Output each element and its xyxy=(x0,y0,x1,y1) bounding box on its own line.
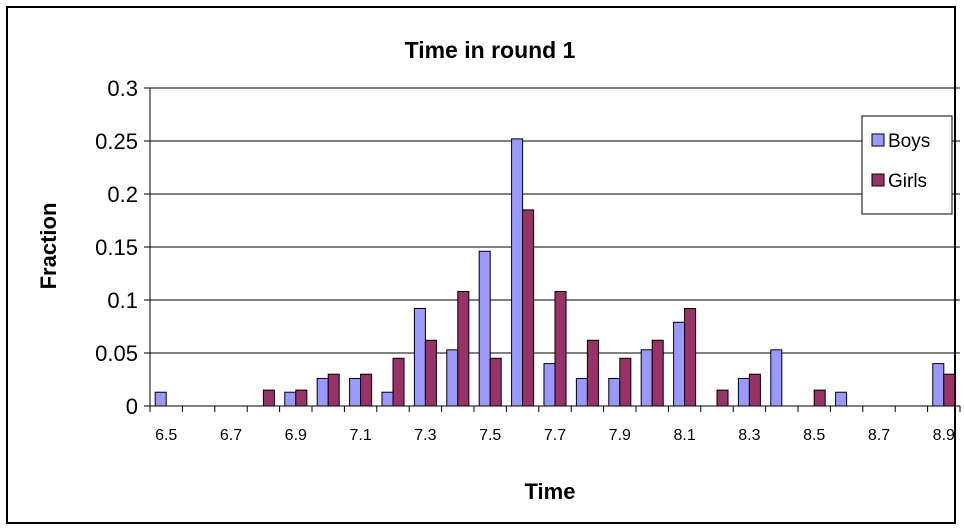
y-tick-label: 0.15 xyxy=(95,235,138,260)
bar-girls-6.8 xyxy=(262,389,275,407)
legend-label-boys: Boys xyxy=(888,131,930,152)
legend: Boys Girls xyxy=(861,115,953,215)
x-tick-label: 8.9 xyxy=(933,427,955,444)
legend-box xyxy=(861,115,953,215)
y-axis-title: Fraction xyxy=(36,203,61,290)
bar-boys-7.2 xyxy=(381,391,394,407)
axes: 0 0.05 0.1 0.15 0.2 0.25 0.3 6.5 6.7 6.9 7.1 7.3 7.5… xyxy=(95,76,961,444)
bar-boys-6.5 xyxy=(154,391,167,407)
bar-boys-8.3 xyxy=(737,377,750,407)
x-tick-label: 7.3 xyxy=(414,427,436,444)
bar-boys-7.9 xyxy=(608,377,621,407)
bar-girls-7.3 xyxy=(424,339,437,407)
bar-girls-7.4 xyxy=(457,291,470,407)
x-tick-label: 8.3 xyxy=(738,427,760,444)
bar-girls-8.2 xyxy=(716,389,729,407)
bar-boys-8 xyxy=(640,349,653,407)
bar-boys-7.8 xyxy=(575,377,588,407)
x-tick-label: 6.9 xyxy=(285,427,307,444)
x-tick-label: 7.5 xyxy=(479,427,501,444)
bar-boys-7.5 xyxy=(478,250,491,407)
x-tick-label: 8.1 xyxy=(673,427,695,444)
bar-girls-8.9 xyxy=(943,373,956,407)
bar-girls-8.5 xyxy=(813,389,826,407)
bar-girls-7.7 xyxy=(554,291,567,407)
bar-boys-8.9 xyxy=(932,363,945,407)
x-tick-label: 7.1 xyxy=(349,427,371,444)
bar-boys-7.1 xyxy=(349,377,362,407)
x-tick-label: 8.7 xyxy=(868,427,890,444)
bar-girls-6.9 xyxy=(295,389,308,407)
y-tick-label: 0.2 xyxy=(107,182,138,207)
y-tick-label: 0.05 xyxy=(95,341,138,366)
y-tick-label: 0.3 xyxy=(107,76,138,101)
legend-swatch-girls xyxy=(871,173,885,187)
x-tick-label: 8.5 xyxy=(803,427,825,444)
x-tick-label: 7.9 xyxy=(609,427,631,444)
bar-girls-7.8 xyxy=(586,339,599,407)
legend-label-girls: Girls xyxy=(888,171,927,192)
bar-boys-7 xyxy=(316,377,329,407)
bar-boys-7.4 xyxy=(446,349,459,407)
y-tick-label: 0.1 xyxy=(107,288,138,313)
bar-boys-7.7 xyxy=(543,363,556,407)
x-tick-label: 7.7 xyxy=(544,427,566,444)
bar-boys-8.4 xyxy=(770,349,783,407)
bar-boys-8.6 xyxy=(835,391,848,407)
y-tick-label: 0.25 xyxy=(95,129,138,154)
x-tick-label: 6.7 xyxy=(220,427,242,444)
gridlines xyxy=(150,87,960,354)
bar-girls-8.3 xyxy=(748,373,761,407)
bar-girls-7.5 xyxy=(489,357,502,407)
bar-boys-8.1 xyxy=(673,321,686,407)
bar-girls-8.1 xyxy=(684,307,697,407)
bar-girls-7.6 xyxy=(522,209,535,407)
bar-boys-7.3 xyxy=(413,307,426,407)
x-axis-title: Time xyxy=(525,479,576,504)
bars xyxy=(154,138,956,407)
bar-girls-7.2 xyxy=(392,357,405,407)
x-tick-label: 6.5 xyxy=(155,427,177,444)
bar-boys-7.6 xyxy=(511,138,524,407)
bar-girls-7 xyxy=(327,373,340,407)
bar-girls-7.1 xyxy=(360,373,373,407)
bar-girls-7.9 xyxy=(619,357,632,407)
bar-boys-6.9 xyxy=(284,391,297,407)
legend-swatch-boys xyxy=(871,133,885,147)
y-tick-label: 0 xyxy=(126,394,138,419)
bar-girls-8 xyxy=(651,339,664,407)
chart-title: Time in round 1 xyxy=(405,37,576,63)
